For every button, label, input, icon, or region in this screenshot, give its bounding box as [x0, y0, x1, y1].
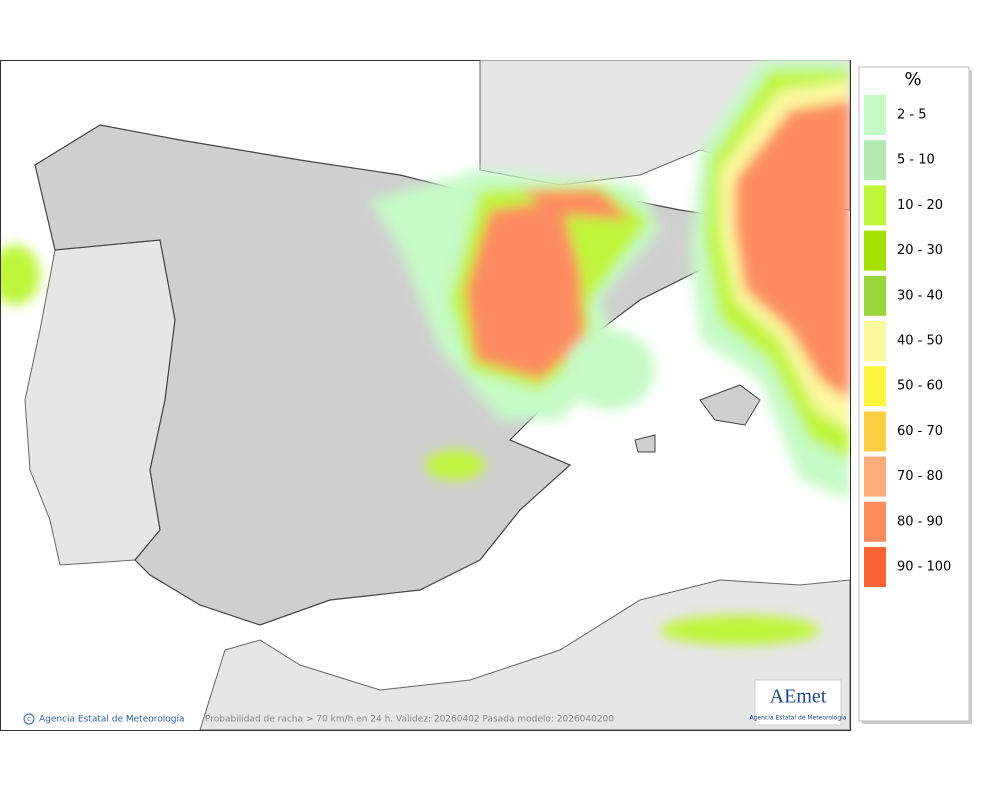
probability-field: [1, 60, 850, 645]
legend-swatch: [864, 547, 886, 587]
legend-label: 50 - 60: [897, 379, 943, 394]
legend-label: 40 - 50: [897, 334, 943, 349]
legend-swatch: [864, 230, 886, 271]
legend-title: %: [904, 69, 921, 90]
legend-label: 60 - 70: [897, 424, 943, 439]
mallorca: [699, 384, 761, 426]
copyright-icon: c: [23, 713, 35, 725]
legend-swatch: [864, 95, 886, 135]
legend-swatch: [864, 411, 886, 452]
map-layer: [1, 60, 850, 730]
logo-box: [754, 679, 842, 726]
logo: AEmet: [770, 686, 827, 708]
legend-swatch: [864, 366, 886, 407]
logo-subtitle: Agencia Estatal de Meteorología: [750, 715, 847, 722]
africa: [199, 579, 850, 730]
ibiza: [634, 434, 656, 453]
legend-label: 2 - 5: [897, 108, 927, 123]
copyright: Agencia Estatal de Meteorología: [39, 715, 185, 725]
legend-label: 70 - 80: [897, 469, 943, 484]
legend-swatch: [864, 275, 886, 316]
legend-label: 5 - 10: [897, 153, 935, 168]
legend-label: 10 - 20: [897, 198, 943, 213]
legend-swatch: [864, 140, 886, 181]
caption: Probabilidad de racha > 70 km/h en 24 h.…: [205, 715, 614, 725]
legend-label: 30 - 40: [897, 288, 943, 303]
legend-swatch: [864, 321, 886, 361]
legend-label: 90 - 100: [897, 560, 951, 575]
svg-text:c: c: [27, 715, 31, 723]
legend-label: 20 - 30: [897, 243, 943, 258]
legend-swatch: [864, 501, 886, 542]
legend-label: 80 - 90: [897, 514, 943, 529]
legend-swatch: [864, 456, 886, 497]
legend-swatch: [864, 185, 886, 226]
